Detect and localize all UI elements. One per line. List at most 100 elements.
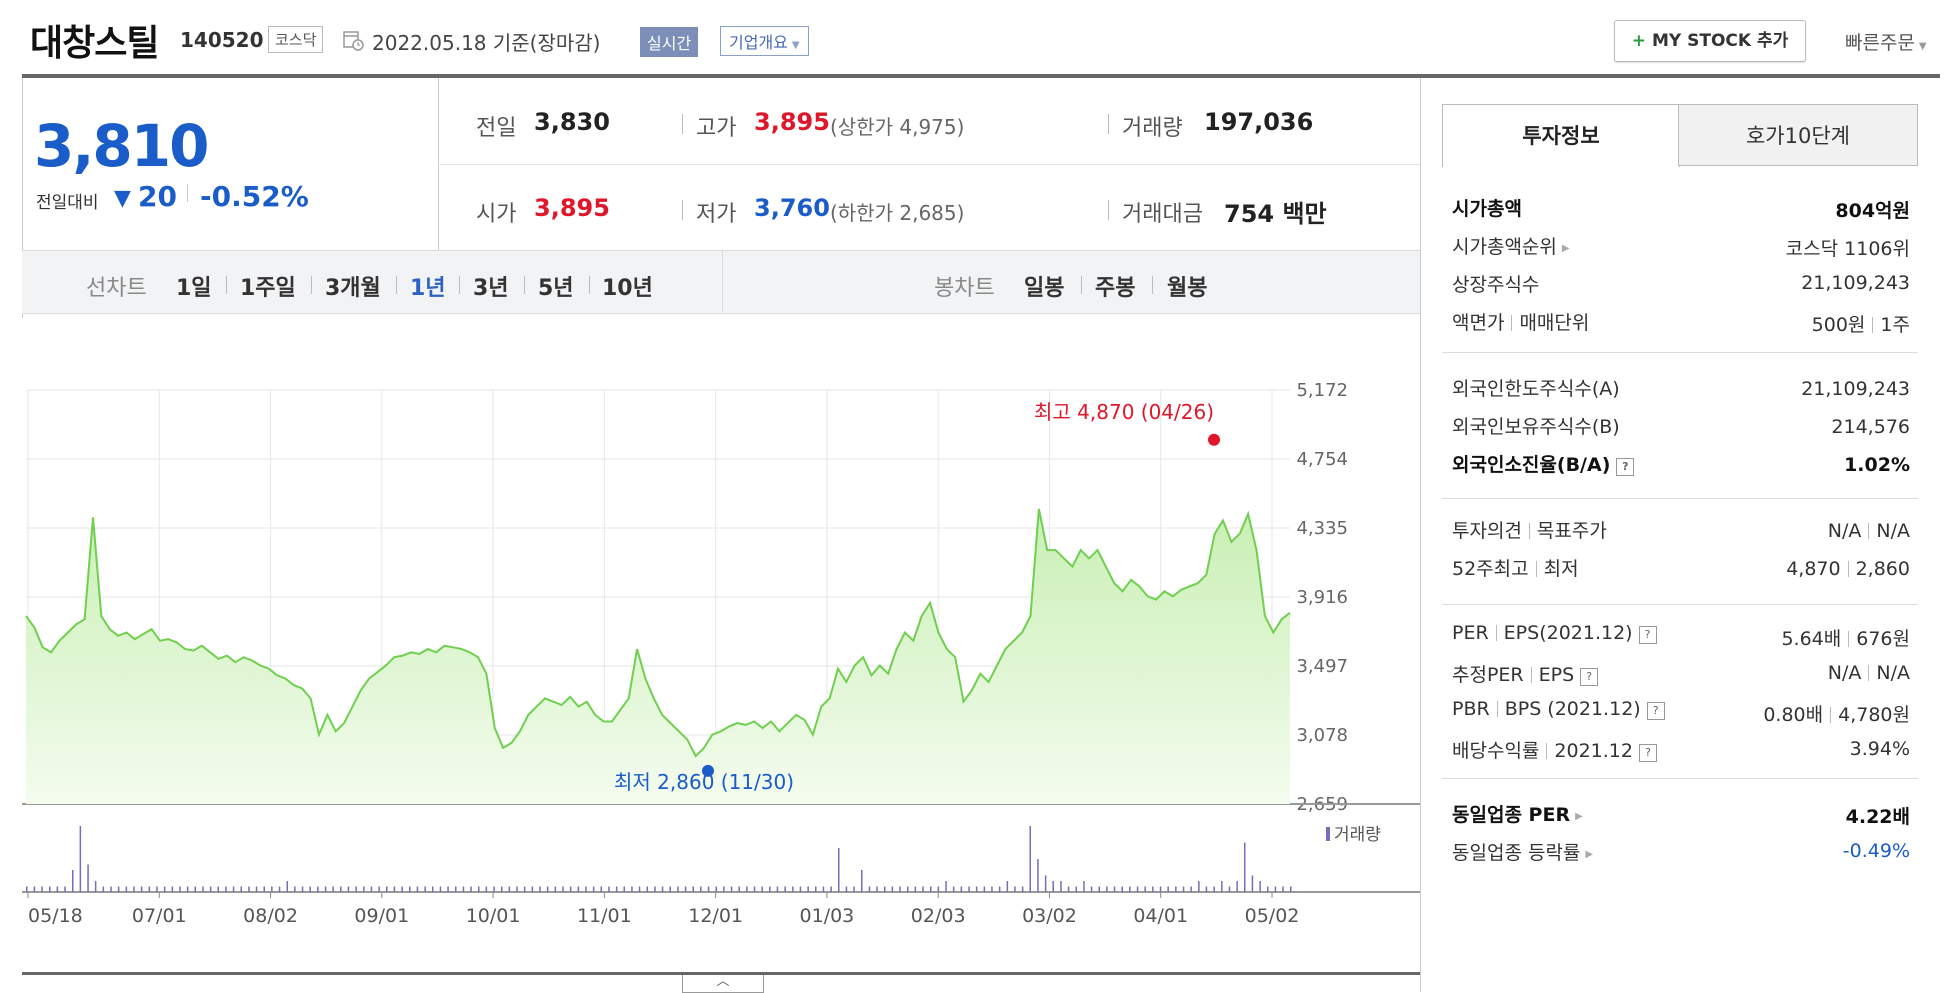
volume-swatch (1326, 827, 1330, 841)
help-icon[interactable]: ? (1638, 744, 1657, 762)
divider (1868, 665, 1870, 681)
volume-bar (753, 886, 756, 892)
chevron-up-icon: ︿ (716, 974, 730, 989)
price-change-pct: -0.52% (200, 180, 309, 213)
market-badge: 코스닥 (268, 26, 324, 53)
line-chart-label: 선차트 (86, 276, 147, 301)
invest-label-text: 외국인소진율(B/A) (1452, 454, 1611, 476)
volume-bar (1198, 881, 1200, 892)
invest-value-text: 4,870 (1786, 558, 1841, 580)
candle-chart-label: 봉차트 (934, 276, 995, 301)
period-3m[interactable]: 3개월 (325, 276, 381, 301)
help-icon[interactable]: ? (1616, 458, 1635, 476)
volume-bar (523, 886, 526, 892)
quick-order-dropdown[interactable]: 빠른주문 ▼ (1845, 28, 1927, 55)
volume-bar (240, 886, 242, 892)
period-1y[interactable]: 1년 (410, 276, 446, 301)
volume-bar (1075, 886, 1077, 892)
volume-bar (592, 886, 595, 892)
invest-label-text: 최저 (1543, 558, 1579, 580)
volume-bar (485, 886, 488, 892)
divider (682, 200, 683, 220)
tab-order-book[interactable]: 호가10단계 (1678, 104, 1918, 166)
low-value: 3,760 (754, 194, 830, 222)
volume-bar (822, 886, 825, 892)
company-overview-dropdown[interactable]: 기업개요 ▼ (720, 26, 809, 56)
volume-bar (470, 886, 472, 892)
volume-bar (1052, 881, 1054, 892)
invest-label-text: 매매단위 (1519, 312, 1590, 334)
period-1d[interactable]: 1일 (176, 276, 212, 301)
volume-bar (868, 886, 871, 892)
candle-weekly[interactable]: 주봉 (1095, 276, 1136, 301)
invest-label[interactable]: 동일업종 등락률 ▶ (1452, 838, 1593, 865)
plus-icon: + (1631, 31, 1646, 51)
help-icon[interactable]: ? (1580, 668, 1599, 686)
divider (396, 276, 397, 294)
candle-daily[interactable]: 일봉 (1024, 276, 1065, 301)
volume-bar (294, 886, 296, 892)
divider (1081, 276, 1082, 294)
invest-value: N/A N/A (1828, 662, 1910, 684)
divider (722, 250, 723, 312)
chevron-down-icon: ▼ (791, 40, 800, 51)
volume-bar (209, 886, 212, 892)
invest-label[interactable]: 시가총액순위 ▶ (1452, 232, 1570, 259)
price-chart[interactable]: 5,1724,7544,3353,9163,4973,0782,65905/18… (22, 372, 1420, 952)
caret-right-icon: ▶ (1561, 243, 1570, 254)
divider (1442, 352, 1918, 353)
candle-monthly[interactable]: 월봉 (1167, 276, 1208, 301)
invest-value: -0.49% (1842, 840, 1910, 862)
open-value: 3,895 (534, 194, 610, 222)
invest-label[interactable]: 동일업종 PER ▶ (1452, 800, 1583, 827)
volume-bar (615, 886, 618, 892)
volume-bar (769, 886, 771, 892)
volume-bar (577, 886, 580, 892)
divider (1495, 625, 1497, 641)
volume-bar (1190, 886, 1192, 892)
bottom-divider (22, 972, 1420, 975)
invest-value: 4,870 2,860 (1786, 558, 1910, 580)
volume-bar (133, 886, 135, 892)
volume-bar (991, 886, 993, 892)
volume-bar (317, 886, 319, 892)
price-line (25, 508, 1291, 758)
tab-invest-info[interactable]: 투자정보 (1442, 104, 1680, 167)
invest-label: 외국인보유주식수(B) (1452, 416, 1620, 438)
volume-bar (700, 886, 702, 892)
chevron-down-icon: ▼ (1918, 41, 1927, 52)
volume-bar (301, 886, 304, 892)
x-tick-label: 04/01 (1133, 905, 1188, 927)
divider (524, 276, 525, 294)
divider (1108, 200, 1109, 220)
period-3y[interactable]: 3년 (473, 276, 509, 301)
realtime-button[interactable]: 실시간 (640, 27, 699, 57)
volume-bar (1244, 842, 1246, 892)
volume-bar (1274, 886, 1277, 892)
quick-order-label: 빠른주문 (1845, 32, 1915, 54)
volume-bar (432, 886, 434, 892)
volume-bar (508, 886, 511, 892)
y-tick-label: 4,335 (1296, 518, 1348, 539)
divider (1442, 498, 1918, 499)
divider (1108, 114, 1109, 134)
volume-bar (707, 886, 710, 892)
invest-label: 외국인소진율(B/A)? (1452, 450, 1635, 477)
invest-value: 804억원 (1835, 200, 1910, 222)
volume-bar (945, 881, 947, 892)
collapse-button[interactable]: ︿ (682, 975, 764, 993)
volume-bar (110, 886, 112, 892)
volume-bar (79, 826, 82, 892)
volume-bar (784, 886, 786, 892)
my-stock-add-button[interactable]: + MY STOCK 추가 (1614, 20, 1806, 62)
help-icon[interactable]: ? (1638, 626, 1657, 644)
invest-label-text: EPS(2021.12) (1503, 622, 1633, 644)
volume-bar (462, 886, 465, 892)
period-1w[interactable]: 1주일 (240, 276, 296, 301)
volume-bar (278, 886, 281, 892)
caret-right-icon: ▶ (1585, 849, 1594, 860)
period-5y[interactable]: 5년 (538, 276, 574, 301)
help-icon[interactable]: ? (1646, 702, 1665, 720)
volume-bar (1029, 826, 1031, 892)
period-10y[interactable]: 10년 (602, 276, 653, 301)
